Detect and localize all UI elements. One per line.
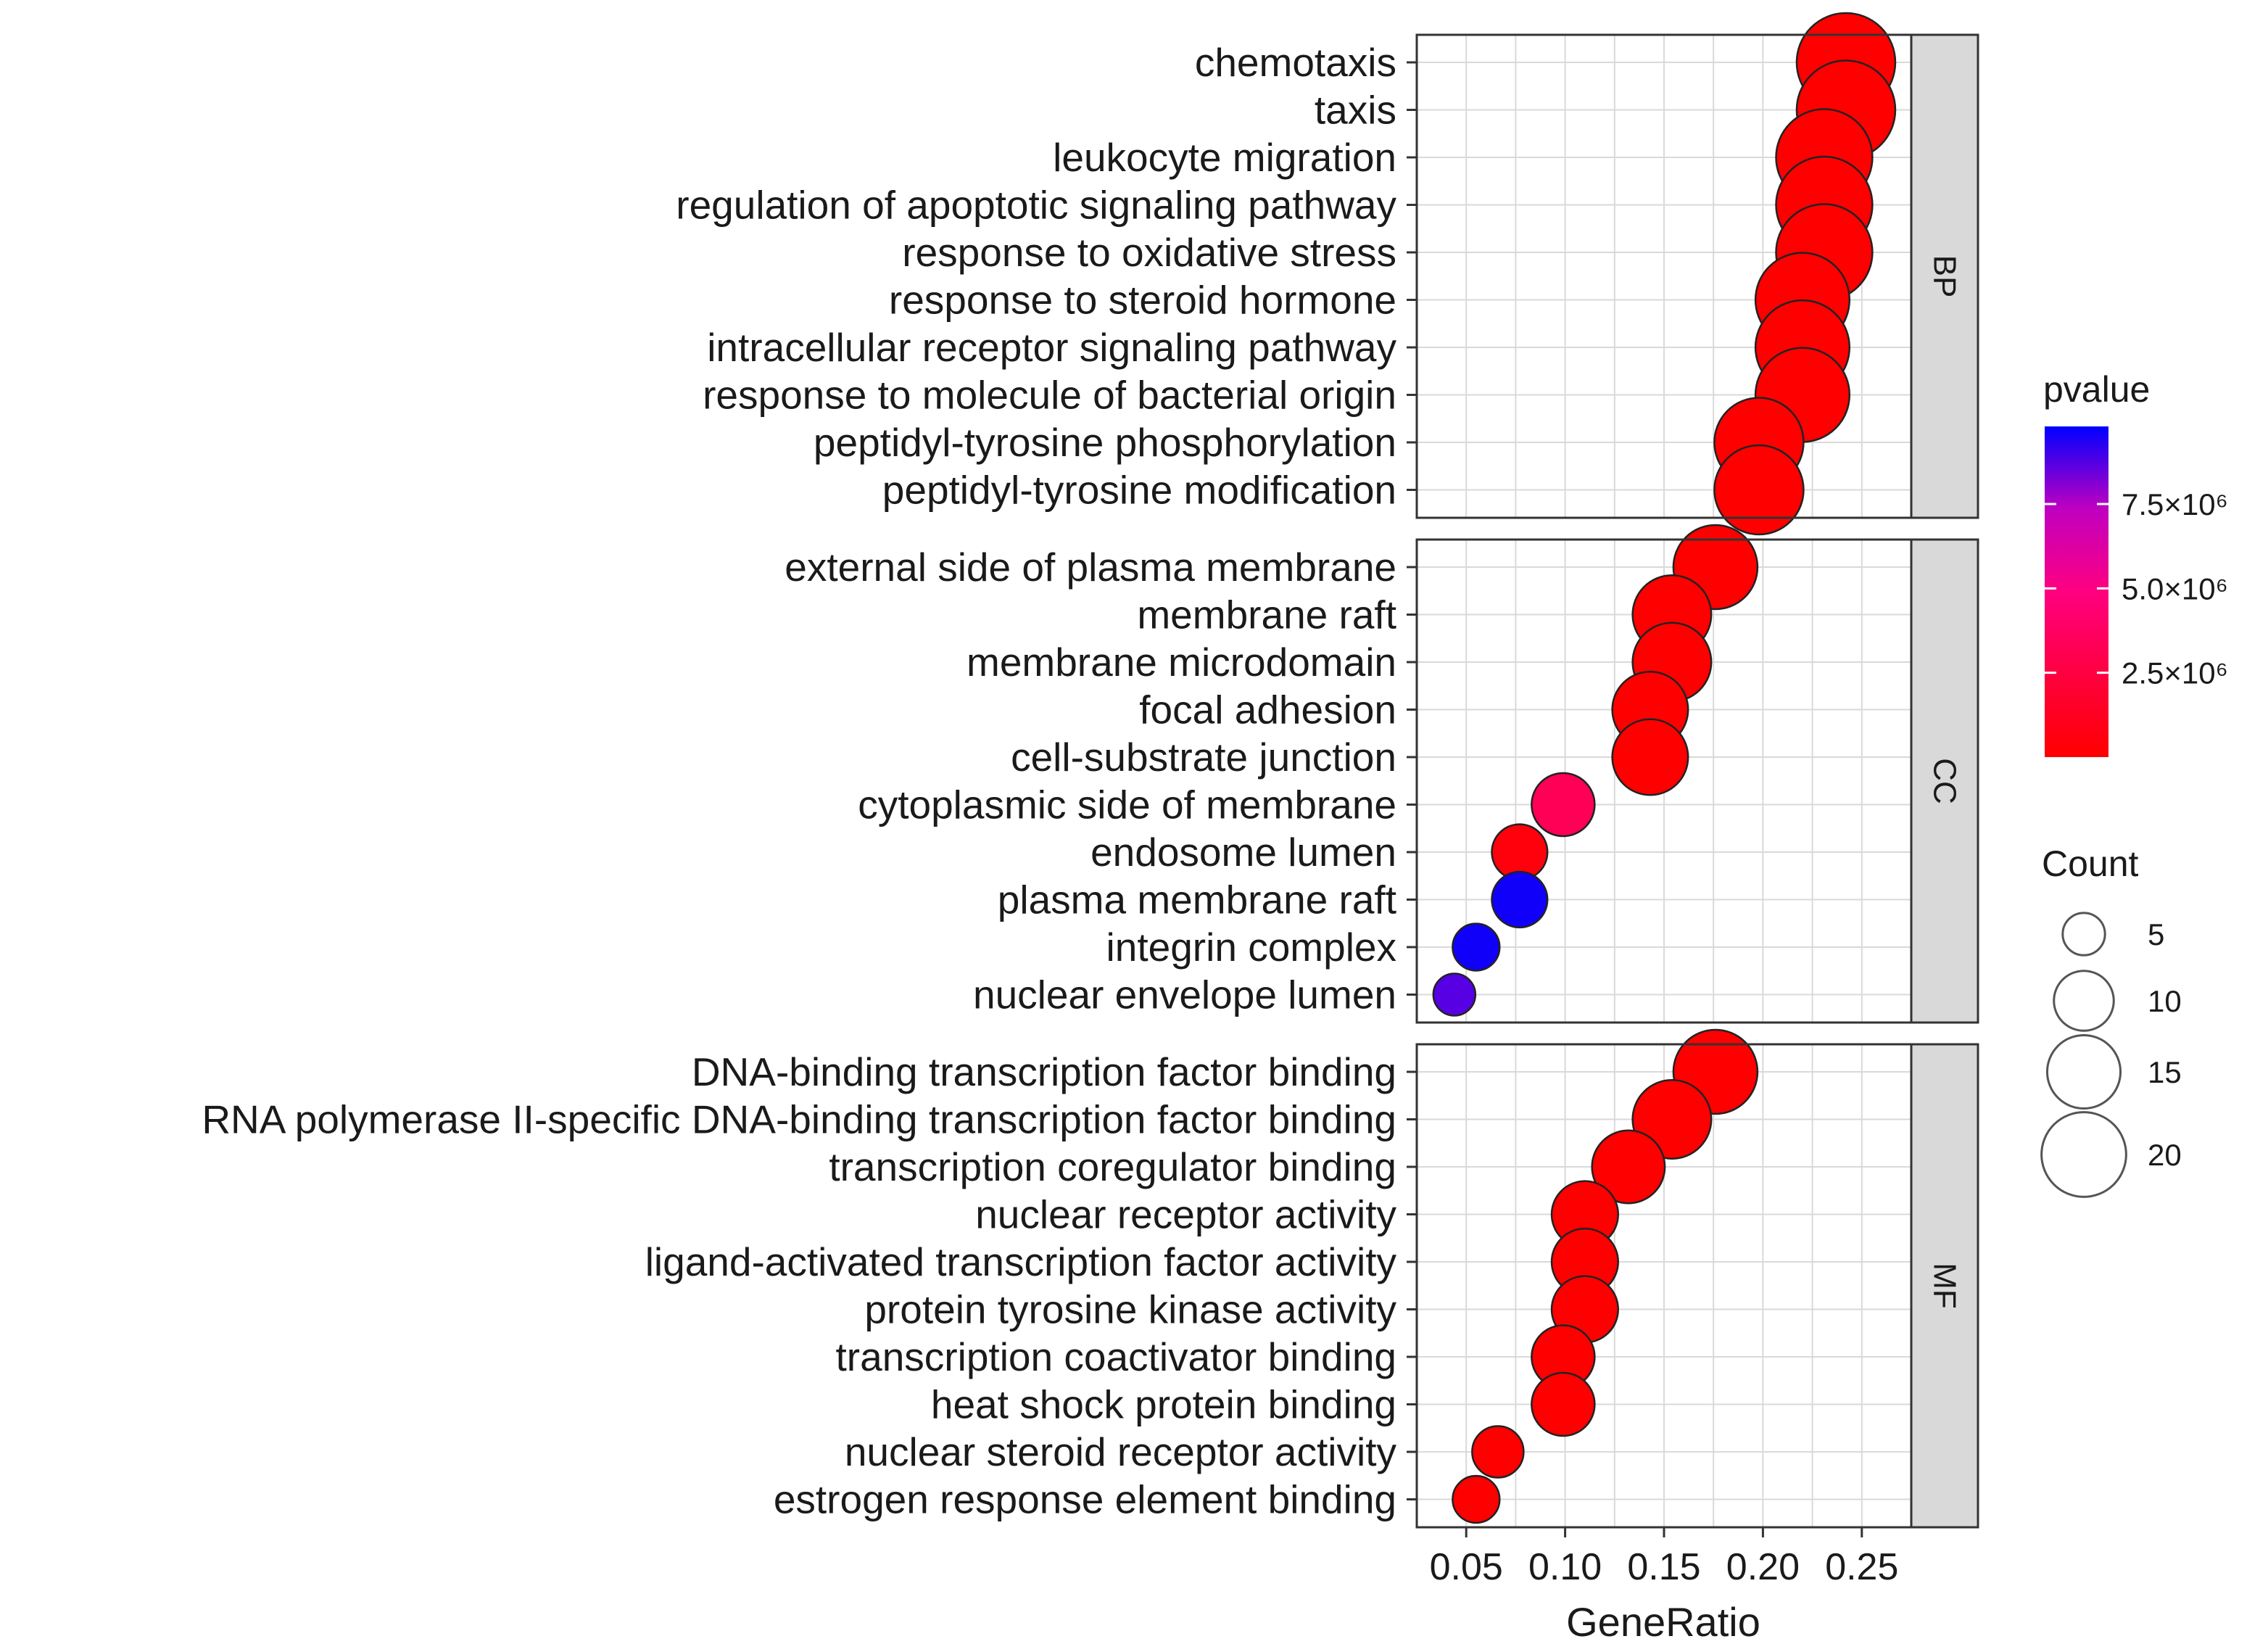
pvalue-colorbar (2045, 426, 2108, 757)
term-label: estrogen response element binding (774, 1477, 1396, 1522)
x-axis-title: GeneRatio (1566, 1599, 1760, 1645)
x-tick-label: 0.10 (1528, 1546, 1602, 1588)
term-label: peptidyl-tyrosine phosphorylation (814, 420, 1396, 465)
data-point (1432, 972, 1477, 1017)
term-label: chemotaxis (1195, 40, 1396, 85)
facet-mf: DNA-binding transcription factor binding… (202, 1028, 1979, 1529)
facet-strip-label: MF (1927, 1263, 1963, 1309)
count-legend: Count 5 10 15 20 (2040, 843, 2182, 1198)
term-label: transcription coactivator binding (836, 1334, 1396, 1379)
facet-strip-label: CC (1927, 758, 1963, 804)
term-label: nuclear envelope lumen (973, 972, 1396, 1017)
data-point (1452, 922, 1501, 972)
term-label: DNA-binding transcription factor binding (692, 1049, 1396, 1094)
count-legend-title: Count (2042, 843, 2139, 884)
term-label: response to steroid hormone (889, 278, 1396, 323)
facet-strip-label: BP (1927, 255, 1963, 298)
facet-strip (1910, 1043, 1979, 1529)
count-legend-circle (2061, 912, 2106, 957)
data-point (1471, 1425, 1525, 1479)
term-label: integrin complex (1106, 925, 1396, 970)
term-label: RNA polymerase II-specific DNA-binding t… (202, 1097, 1396, 1142)
term-label: peptidyl-tyrosine modification (882, 468, 1396, 513)
term-label: endosome lumen (1090, 830, 1396, 875)
term-label: protein tyrosine kinase activity (864, 1287, 1396, 1332)
facet-strip (1910, 33, 1979, 519)
term-label: focal adhesion (1139, 687, 1396, 732)
term-label: external side of plasma membrane (785, 545, 1396, 590)
count-legend-circle (2040, 1111, 2127, 1198)
data-point (1611, 718, 1689, 796)
pvalue-legend: pvalue 2.5×10⁶ 5.0×10⁶ 7.5×10⁶ (2043, 369, 2228, 757)
count-legend-circle (2053, 970, 2115, 1032)
colorbar-tick-label: 7.5×10⁶ (2122, 487, 2228, 521)
facet-cc: external side of plasma membranemembrane… (785, 524, 1979, 1024)
data-point (1713, 444, 1805, 536)
count-legend-circle (2045, 1033, 2122, 1110)
colorbar-tick-label: 5.0×10⁶ (2122, 571, 2228, 606)
term-label: plasma membrane raft (998, 877, 1396, 922)
count-legend-label: 5 (2148, 917, 2164, 951)
term-label: ligand-activated transcription factor ac… (645, 1239, 1397, 1284)
term-label: intracellular receptor signaling pathway (707, 325, 1396, 370)
facet-strip (1910, 538, 1979, 1024)
colorbar-tick-label: 2.5×10⁶ (2122, 656, 2228, 690)
term-label: nuclear receptor activity (975, 1192, 1396, 1237)
data-point (1591, 1129, 1666, 1205)
term-label: cell-substrate junction (1011, 735, 1396, 780)
term-label: transcription coregulator binding (829, 1144, 1396, 1189)
x-tick-label: 0.25 (1825, 1546, 1898, 1588)
x-axis: 0.05 0.10 0.15 0.20 0.25 (1430, 1527, 1898, 1588)
term-label: taxis (1315, 88, 1396, 133)
x-tick-label: 0.05 (1430, 1546, 1503, 1588)
pvalue-legend-title: pvalue (2043, 369, 2150, 410)
x-tick-label: 0.15 (1627, 1546, 1700, 1588)
term-label: cytoplasmic side of membrane (858, 782, 1396, 827)
count-legend-label: 20 (2148, 1138, 2182, 1172)
term-label: response to molecule of bacterial origin (703, 373, 1396, 418)
term-label: membrane microdomain (967, 640, 1396, 685)
data-point (1452, 1474, 1501, 1524)
term-label: leukocyte migration (1053, 135, 1396, 180)
term-label: nuclear steroid receptor activity (845, 1429, 1397, 1474)
term-label: regulation of apoptotic signaling pathwa… (676, 183, 1396, 228)
x-tick-label: 0.20 (1726, 1546, 1800, 1588)
data-point (1531, 1371, 1596, 1437)
term-label: heat shock protein binding (931, 1382, 1396, 1427)
term-label: membrane raft (1137, 592, 1396, 637)
data-point (1531, 772, 1596, 838)
count-legend-label: 15 (2148, 1055, 2182, 1089)
data-point (1491, 870, 1549, 929)
count-legend-label: 10 (2148, 984, 2182, 1018)
term-label: response to oxidative stress (902, 230, 1396, 275)
